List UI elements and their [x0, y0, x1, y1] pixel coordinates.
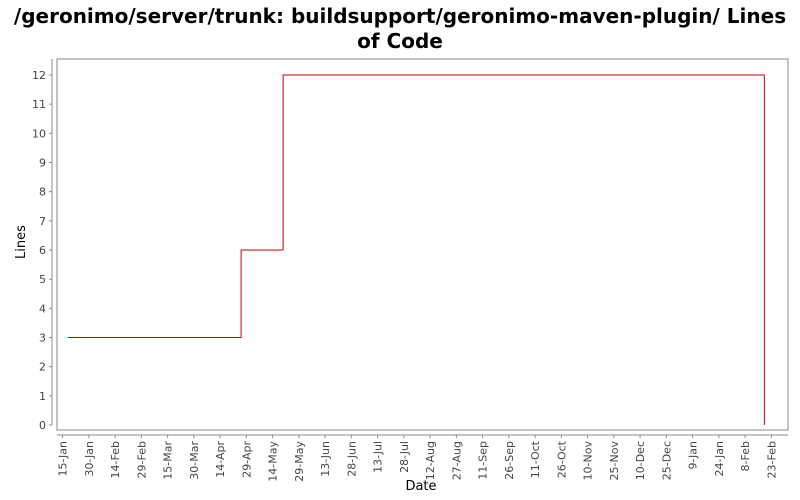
series-line [67, 74, 765, 425]
y-tick-label: 2 [39, 361, 46, 374]
x-axis-label: Date [405, 479, 436, 494]
x-tick-label: 23-Feb [765, 441, 778, 478]
x-tick-label: 9-Jan [687, 441, 700, 470]
x-tick-label: 14-May [267, 441, 280, 482]
plot-area [56, 58, 789, 431]
x-tick-label: 11-Sep [477, 441, 490, 480]
x-tick-label: 11-Oct [529, 440, 542, 478]
y-tick-label: 3 [39, 332, 46, 345]
x-tick-label: 30-Jan [83, 441, 96, 477]
x-tick-label: 12-Aug [424, 441, 437, 480]
x-tick-label: 28-Jul [398, 441, 411, 473]
x-tick-label: 28-Jun [345, 441, 358, 477]
x-tick-label: 29-Apr [240, 441, 253, 478]
x-tick-label: 24-Jan [713, 441, 726, 477]
y-tick-label: 1 [39, 390, 46, 403]
x-tick-label: 13-Jul [372, 441, 385, 473]
y-tick-label: 11 [32, 98, 46, 111]
x-tick-label: 29-Feb [135, 441, 148, 478]
chart-title: /geronimo/server/trunk: buildsupport/ger… [0, 4, 800, 54]
x-tick-label: 14-Feb [109, 441, 122, 478]
y-tick-label: 10 [32, 127, 46, 140]
y-tick-label: 5 [39, 273, 46, 286]
y-tick-label: 8 [39, 186, 46, 199]
y-axis-label: Lines [14, 225, 29, 259]
y-tick-label: 12 [32, 69, 46, 82]
y-tick-label: 4 [39, 302, 46, 315]
x-tick-label: 15-Mar [162, 441, 175, 480]
x-tick-label: 25-Nov [608, 441, 621, 481]
x-tick-label: 10-Dec [634, 441, 647, 480]
chart-title-text: /geronimo/server/trunk: buildsupport/ger… [13, 4, 787, 53]
x-tick-label: 25-Dec [660, 441, 673, 480]
x-tick-label: 13-Jun [319, 441, 332, 477]
x-tick-label: 29-May [293, 441, 306, 482]
x-tick-label: 8-Feb [739, 441, 752, 471]
y-tick-label: 9 [39, 157, 46, 170]
x-tick-label: 26-Oct [555, 440, 568, 478]
x-tick-label: 26-Sep [503, 441, 516, 480]
x-tick-label: 30-Mar [188, 441, 201, 480]
x-tick-label: 15-Jan [57, 441, 70, 477]
y-tick-label: 7 [39, 215, 46, 228]
x-tick-label: 14-Apr [214, 441, 227, 478]
y-tick-label: 0 [39, 419, 46, 432]
y-tick-label: 6 [39, 244, 46, 257]
x-tick-label: 10-Nov [582, 441, 595, 481]
x-ticks: 15-Jan 30-Jan 14-Feb 29-Feb 15-Mar 30-Mar 14-A… [57, 435, 778, 482]
x-tick-label: 27-Aug [450, 441, 463, 480]
